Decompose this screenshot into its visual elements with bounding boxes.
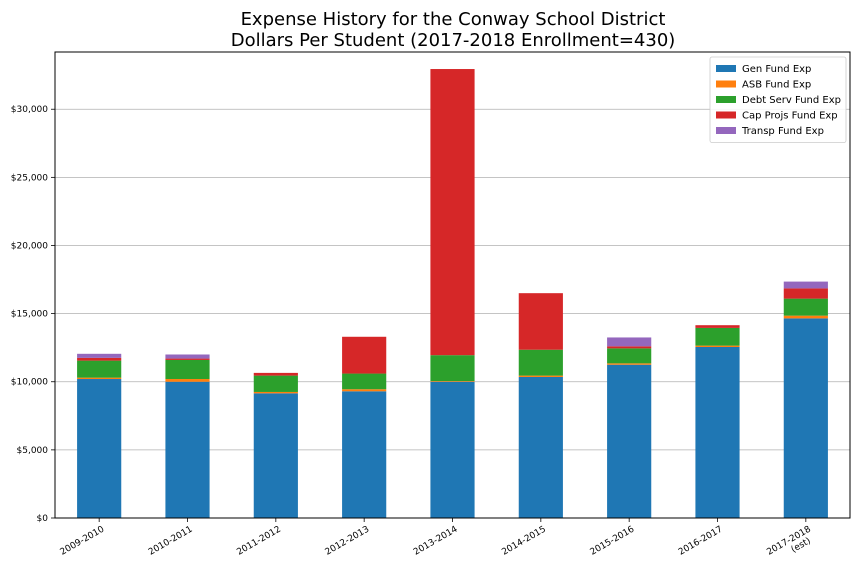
x-tick-label-line: 2009-2010 [59, 524, 107, 557]
x-tick-label-line: 2012-2013 [324, 525, 371, 558]
legend-label: ASB Fund Exp [742, 80, 811, 91]
x-axis: 2009-2010 2010-2011 2011-2012 2012-2013 2013… [59, 518, 818, 566]
bar-segment [253, 372, 298, 376]
bar-segment [430, 381, 475, 382]
legend-swatch [716, 111, 736, 119]
x-tick-label-line: 2011-2012 [235, 525, 282, 558]
legend-box [709, 56, 847, 143]
bar-segment [783, 298, 828, 316]
bar-segment [253, 375, 298, 392]
bar-segment [77, 377, 122, 380]
x-tick-label: 2013-2014 [412, 524, 460, 557]
bar-segment [695, 327, 740, 346]
bar-segment [165, 359, 210, 380]
y-tick-label: $10,000 [11, 378, 48, 388]
x-tick-label-text: 2009-2010 [59, 524, 107, 557]
x-tick-label-line: 2013-2014 [412, 524, 460, 557]
x-tick-label: 2012-2013 [324, 525, 371, 558]
bar-segment [342, 389, 387, 392]
bar-segment [253, 391, 298, 394]
y-tick-label: $30,000 [11, 105, 48, 115]
bar-segment [77, 360, 122, 378]
x-tick-label-text: 2010-2011 [147, 525, 194, 558]
x-tick-label-text: 2016-2017 [677, 525, 724, 558]
legend-swatch [716, 127, 736, 134]
x-tick-label: 2010-2011 [147, 525, 194, 558]
bar-segment [77, 353, 122, 358]
bar-segment [607, 364, 652, 518]
legend-label: Cap Projs Fund Exp [742, 111, 838, 122]
x-tick-label-text: 2013-2014 [412, 524, 460, 557]
bar-segment [430, 69, 475, 356]
legend-swatch [716, 96, 736, 103]
y-tick-label: $25,000 [11, 173, 48, 183]
bar-segment [165, 354, 210, 359]
legend: Gen Fund Exp ASB Fund Exp Debt Serv Fund E… [709, 56, 847, 143]
x-tick-label: 2014-2015 [500, 525, 547, 558]
y-tick-label: $20,000 [11, 241, 48, 251]
bar-segment [518, 293, 563, 350]
bar-segment [783, 288, 828, 299]
bar-segment [607, 363, 652, 365]
x-tick-label-line: 2016-2017 [677, 525, 724, 558]
legend-label: Transp Fund Exp [741, 126, 824, 137]
x-tick-label: 2009-2010 [59, 524, 107, 557]
y-axis: $0 $5,000 $10,000 $15,000 $20,000 $25,000 $30,… [11, 105, 55, 524]
x-tick-label-text: 2017-2018(est) [765, 524, 818, 566]
bar-segment [430, 381, 475, 518]
bar-segment [342, 391, 387, 518]
legend-swatch [716, 80, 736, 88]
bar-segment [695, 345, 740, 347]
chart-title-line-2: Dollars Per Student (2017-2018 Enrollmen… [231, 30, 676, 51]
bar-segment [165, 381, 210, 518]
bar-segment [165, 358, 210, 360]
bar-segment [783, 318, 828, 518]
x-tick-label-line: 2015-2016 [589, 524, 637, 557]
x-tick-label: 2011-2012 [235, 525, 282, 558]
bar-segment [253, 393, 298, 518]
y-tick-label: $0 [37, 514, 49, 524]
chart-title-line-1: Expense History for the Conway School Di… [241, 9, 666, 30]
legend-label: Gen Fund Exp [742, 64, 811, 75]
bar-segment [607, 346, 652, 349]
bar-segment [695, 325, 740, 328]
bar-segment [165, 379, 210, 382]
x-tick-label: 2017-2018(est) [765, 524, 818, 566]
bar-segment [783, 315, 828, 319]
bar-segment [77, 379, 122, 518]
bars [77, 69, 828, 518]
bar-segment [783, 281, 828, 289]
y-tick-label: $15,000 [11, 310, 48, 320]
bar-segment [430, 355, 475, 382]
bar-segment [607, 348, 652, 364]
x-tick-label: 2016-2017 [677, 525, 724, 558]
x-tick-label: 2015-2016 [589, 524, 637, 557]
bar-segment [518, 376, 563, 518]
legend-label: Debt Serv Fund Exp [742, 95, 841, 106]
x-tick-label-text: 2014-2015 [500, 525, 547, 558]
x-tick-label-line: 2014-2015 [500, 525, 547, 558]
bar-segment [342, 373, 387, 390]
bar-segment [607, 337, 652, 347]
x-tick-label-line: 2010-2011 [147, 525, 194, 558]
bar-segment [518, 349, 563, 376]
bar-segment [342, 336, 387, 374]
bar-segment [518, 375, 563, 377]
x-tick-label-text: 2015-2016 [589, 524, 637, 557]
x-tick-label-text: 2012-2013 [324, 525, 371, 558]
bar-segment [77, 357, 122, 361]
y-tick-label: $5,000 [17, 446, 49, 456]
legend-swatch [716, 65, 736, 72]
bar-segment [695, 346, 740, 518]
x-tick-label-text: 2011-2012 [235, 525, 282, 558]
